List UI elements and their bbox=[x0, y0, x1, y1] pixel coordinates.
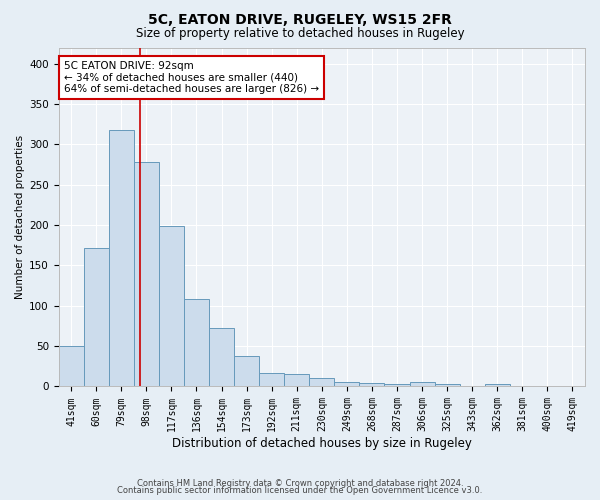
Text: 5C EATON DRIVE: 92sqm
← 34% of detached houses are smaller (440)
64% of semi-det: 5C EATON DRIVE: 92sqm ← 34% of detached … bbox=[64, 61, 319, 94]
Bar bbox=[485, 384, 510, 386]
Bar bbox=[134, 162, 159, 386]
Text: Contains public sector information licensed under the Open Government Licence v3: Contains public sector information licen… bbox=[118, 486, 482, 495]
Text: Size of property relative to detached houses in Rugeley: Size of property relative to detached ho… bbox=[136, 28, 464, 40]
Bar bbox=[385, 384, 410, 386]
Bar bbox=[234, 356, 259, 386]
Bar bbox=[359, 383, 385, 386]
Text: 5C, EATON DRIVE, RUGELEY, WS15 2FR: 5C, EATON DRIVE, RUGELEY, WS15 2FR bbox=[148, 12, 452, 26]
Bar bbox=[209, 328, 234, 386]
Bar bbox=[184, 298, 209, 386]
Bar bbox=[159, 226, 184, 386]
Bar bbox=[284, 374, 309, 386]
X-axis label: Distribution of detached houses by size in Rugeley: Distribution of detached houses by size … bbox=[172, 437, 472, 450]
Bar bbox=[434, 384, 460, 386]
Text: Contains HM Land Registry data © Crown copyright and database right 2024.: Contains HM Land Registry data © Crown c… bbox=[137, 478, 463, 488]
Bar bbox=[109, 130, 134, 386]
Bar bbox=[410, 382, 434, 386]
Bar bbox=[84, 248, 109, 386]
Y-axis label: Number of detached properties: Number of detached properties bbox=[15, 135, 25, 299]
Bar bbox=[309, 378, 334, 386]
Bar bbox=[59, 346, 84, 387]
Bar bbox=[334, 382, 359, 386]
Bar bbox=[259, 373, 284, 386]
